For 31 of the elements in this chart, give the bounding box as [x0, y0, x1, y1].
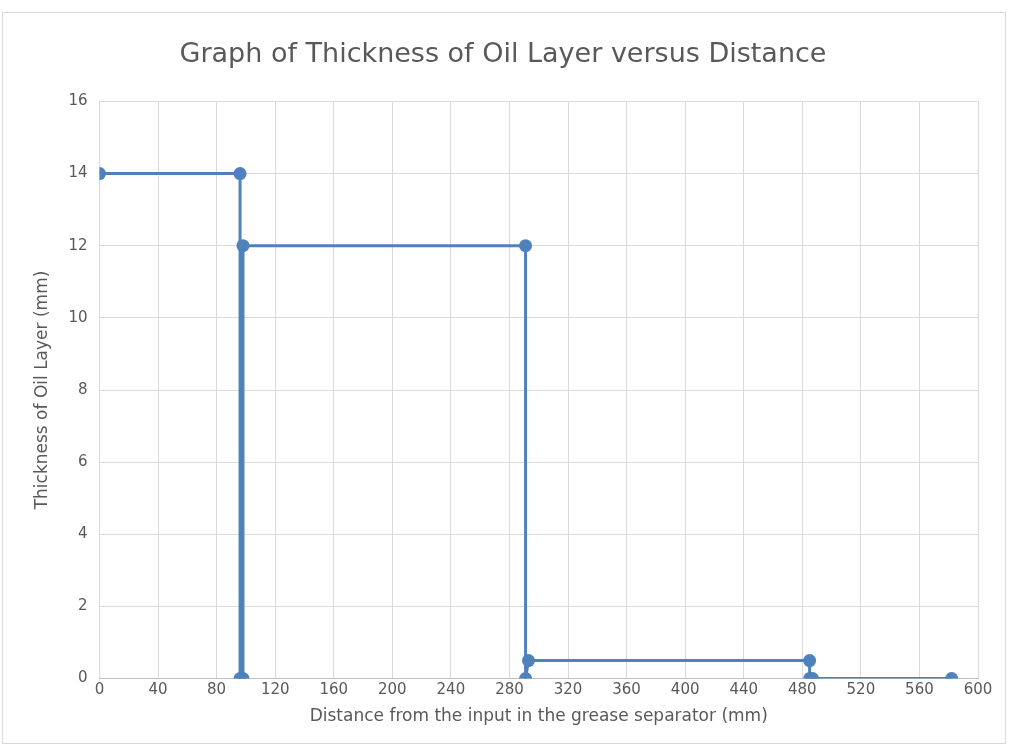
- point: [519, 239, 533, 253]
- x-tick-label: 320: [553, 680, 583, 699]
- x-tick-label: 120: [260, 680, 290, 699]
- x-tick-label: 400: [670, 680, 700, 699]
- y-tick-label: 6: [77, 452, 88, 471]
- x-tick-label: 160: [319, 680, 349, 699]
- x-tick-label: 0: [94, 680, 105, 699]
- x-tick-label: 280: [495, 680, 524, 699]
- x-tick-label: 600: [963, 680, 993, 699]
- y-tick-label: 8: [77, 379, 88, 398]
- point: [233, 167, 247, 181]
- y-tick-label: 12: [68, 235, 88, 254]
- x-tick-label: 40: [148, 680, 168, 699]
- x-tick-label: 480: [787, 680, 817, 699]
- x-axis-title: Distance from the input in the grease separator (mm): [309, 705, 768, 726]
- point: [236, 239, 250, 253]
- chart-title: Graph of Thickness of Oil Layer versus Distance: [179, 37, 827, 69]
- y-tick-label: 4: [77, 524, 88, 543]
- x-tick-label: 200: [378, 680, 407, 699]
- y-tick-label: 14: [68, 163, 88, 182]
- x-tick-label: 520: [846, 680, 876, 699]
- y-tick-label: 2: [77, 596, 88, 615]
- x-tick-label: 560: [905, 680, 934, 699]
- x-tick-label: 80: [207, 680, 227, 699]
- x-tick-label: 360: [612, 680, 641, 699]
- y-tick-label: 16: [68, 91, 88, 110]
- y-tick-label: 10: [68, 307, 88, 326]
- y-axis-title: Thickness of Oil Layer (mm): [30, 270, 51, 511]
- x-tick-label: 240: [436, 680, 466, 699]
- y-tick-label: 0: [77, 668, 88, 687]
- x-tick-label: 440: [729, 680, 759, 699]
